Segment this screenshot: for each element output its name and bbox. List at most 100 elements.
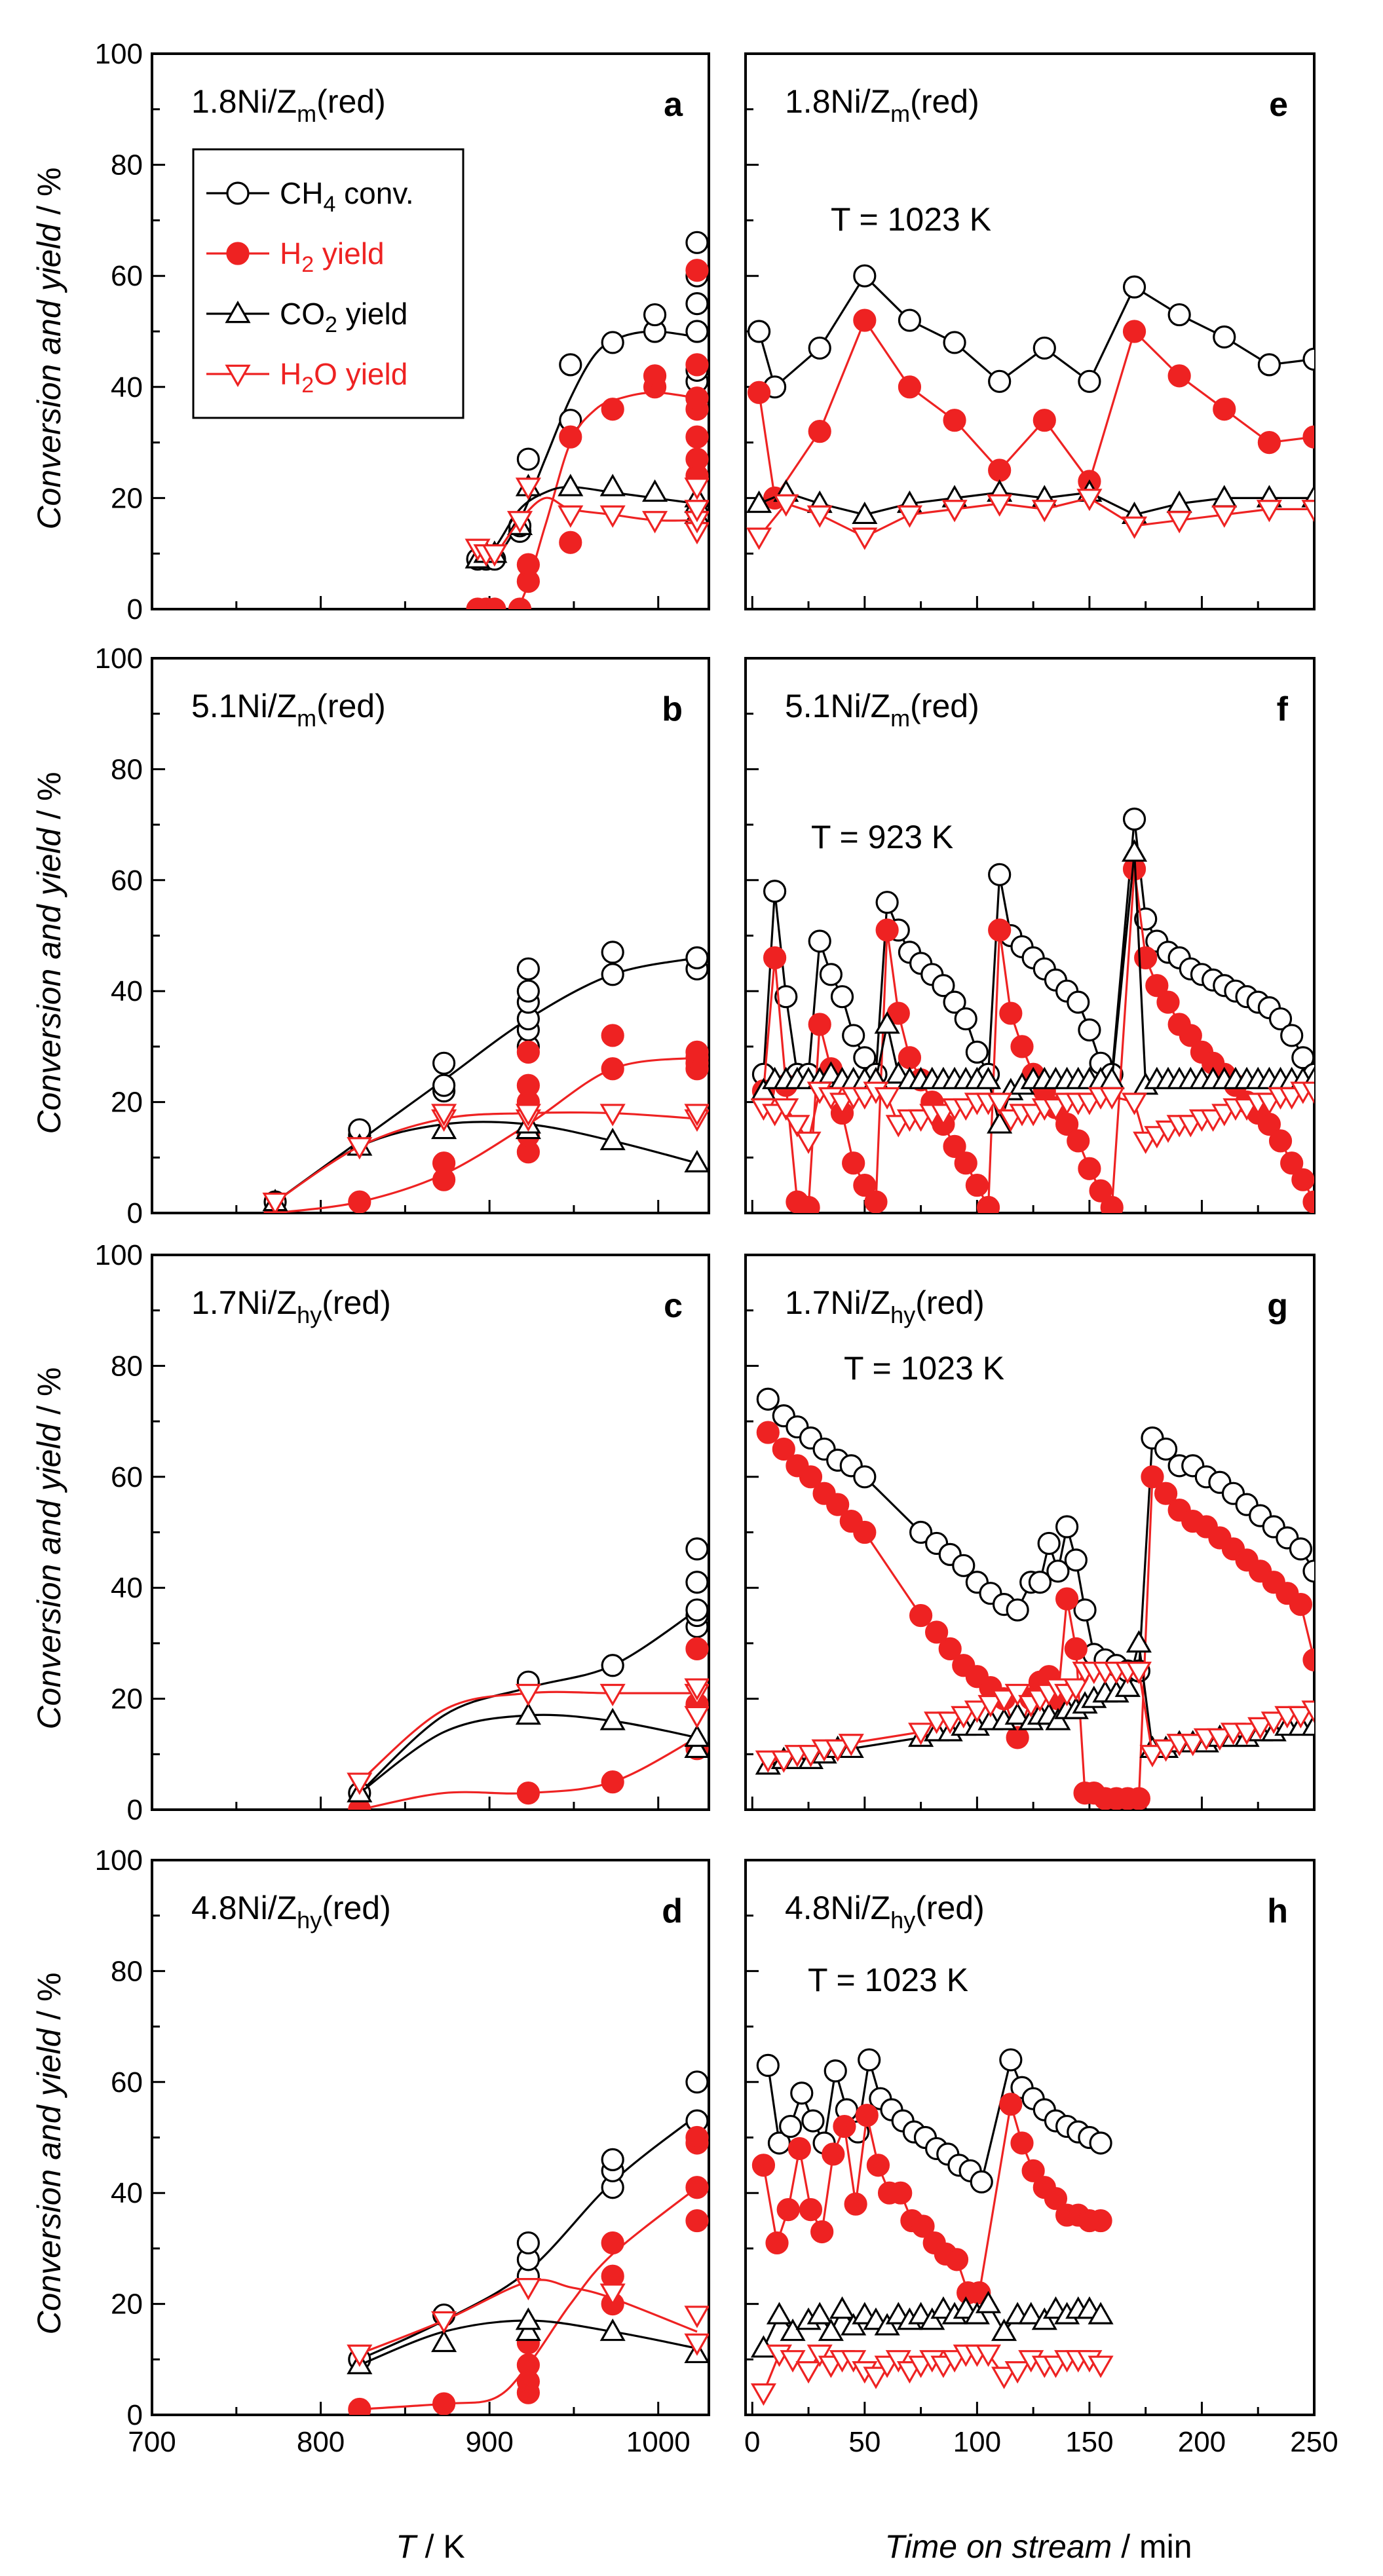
panel-title-main: 4.8Ni/Z [785, 1890, 890, 1926]
temperature-label: T = 1023 K [808, 1962, 968, 1998]
plot-frame [744, 657, 1316, 1214]
panel-letter: f [1277, 690, 1289, 728]
data-point-ch4 [1089, 2131, 1112, 2155]
data-point-h2o [599, 1683, 626, 1707]
data-point-co2 [874, 2313, 900, 2336]
x-tick-label: 700 [128, 2426, 176, 2458]
y-tick-label: 80 [111, 149, 143, 181]
data-point-ch4 [559, 353, 582, 377]
panel-title-main: 1.8Ni/Z [191, 83, 297, 120]
legend-label-suffix: yield [314, 236, 384, 271]
data-point-h2 [348, 1190, 371, 1213]
panel-letter: g [1267, 1287, 1288, 1325]
data-point-h2o [773, 494, 799, 517]
data-point-ch4 [1037, 1531, 1061, 1556]
y-tick-label: 100 [95, 38, 143, 70]
data-point-h2o [991, 2366, 1017, 2389]
data-point-ch4 [801, 2109, 825, 2133]
data-point-co2 [599, 474, 626, 496]
data-point-h2 [1122, 320, 1146, 343]
data-point-h2 [601, 2231, 624, 2255]
data-point-h2 [810, 2220, 834, 2244]
data-point-h2o [1260, 1711, 1287, 1734]
data-point-h2 [508, 597, 532, 609]
data-point-co2 [780, 2318, 806, 2342]
data-point-ch4 [824, 2059, 847, 2083]
data-point-h2o [1301, 500, 1314, 523]
y-tick-label: 80 [111, 1955, 143, 1987]
x-axis-title-left-unit: / K [416, 2528, 465, 2565]
legend-label: CH4 conv. [280, 176, 414, 217]
data-point-h2 [943, 409, 966, 432]
data-point-h2o [506, 511, 533, 534]
data-point-co2 [991, 2318, 1017, 2342]
data-point-h2 [765, 2231, 789, 2255]
data-point-h2 [1213, 398, 1236, 421]
legend-label-main: H [280, 236, 301, 271]
data-point-ch4 [601, 2148, 624, 2171]
data-point-h2o [515, 1683, 541, 1707]
data-point-h2 [808, 420, 831, 443]
data-point-ch4 [842, 1024, 865, 1047]
data-point-h2 [601, 1024, 624, 1047]
legend-label: H2 yield [280, 236, 385, 277]
data-point-h2o [773, 1098, 799, 1121]
data-point-ch4 [1073, 1598, 1097, 1622]
legend-marker-h2o [225, 364, 251, 388]
panel-a: 0 20 40 60 80 100 1.8Ni/Zm(red) a [95, 38, 710, 625]
data-point-h2o [951, 1706, 977, 1729]
data-point-ch4 [1067, 990, 1090, 1014]
y-axis-title-a: Conversion and yield / % [31, 167, 67, 529]
data-point-h2 [1006, 1726, 1029, 1749]
panel-title-subscript: hy [890, 1301, 915, 1328]
temperature-label: T = 1023 K [831, 201, 991, 238]
data-point-ch4 [685, 231, 709, 254]
data-point-co2 [1126, 1630, 1152, 1653]
series-h2o [464, 477, 709, 567]
data-point-h2 [1010, 1035, 1034, 1058]
data-point-co2 [987, 1111, 1013, 1134]
x-tick-label: 250 [1290, 2426, 1338, 2458]
data-point-ch4 [516, 957, 540, 980]
data-point-h2o [1076, 489, 1103, 512]
data-point-h2o [1287, 1706, 1314, 1729]
series-h2o [347, 1678, 709, 1795]
plot-area [755, 1387, 1314, 1810]
y-axis-titles: Conversion and yield / % Conversion and … [31, 167, 67, 2334]
data-point-h2 [976, 1195, 1000, 1213]
series-line-h2o [758, 496, 1314, 538]
data-point-ch4 [952, 1554, 976, 1577]
data-point-h2 [787, 2137, 811, 2161]
data-point-h2 [1156, 990, 1180, 1014]
legend-label-subscript: 2 [301, 252, 314, 277]
data-point-h2o [770, 1750, 797, 1773]
y-tick-label: 60 [111, 865, 143, 897]
panel-letter: a [664, 86, 683, 124]
data-point-h2o [784, 1115, 810, 1138]
data-point-h2 [685, 425, 709, 449]
panel-title-main: 1.8Ni/Z [785, 83, 890, 120]
data-point-h2 [1044, 2187, 1068, 2211]
panel-title: 1.7Ni/Zhy(red) [785, 1284, 985, 1328]
legend-label: H2O yield [280, 357, 407, 398]
series-h2o [755, 1662, 1314, 1773]
panel-title-main: 4.8Ni/Z [191, 1890, 297, 1926]
data-point-h2 [853, 308, 877, 332]
legend-marker-co2 [225, 300, 251, 324]
x-tick-label: 150 [1065, 2426, 1113, 2458]
data-point-ch4 [685, 1571, 709, 1594]
panel-letter: c [664, 1287, 683, 1325]
y-axis-title-italic: Conversion and yield [31, 1422, 67, 1729]
panel-title-subscript: m [297, 100, 316, 127]
data-point-h2o [1153, 1739, 1179, 1762]
data-point-ch4 [1055, 1515, 1079, 1539]
plot-area [347, 2070, 709, 2415]
data-point-h2o [852, 527, 878, 550]
data-point-ch4 [1046, 1559, 1070, 1583]
data-point-co2 [841, 2313, 867, 2336]
panel-f: 5.1Ni/Zm(red) f T = 923 K [744, 657, 1316, 1214]
data-point-ch4 [853, 264, 877, 288]
y-axis-title-italic: Conversion and yield [31, 222, 67, 529]
data-point-ch4 [970, 2170, 993, 2193]
series-ch4 [756, 1387, 1314, 1683]
